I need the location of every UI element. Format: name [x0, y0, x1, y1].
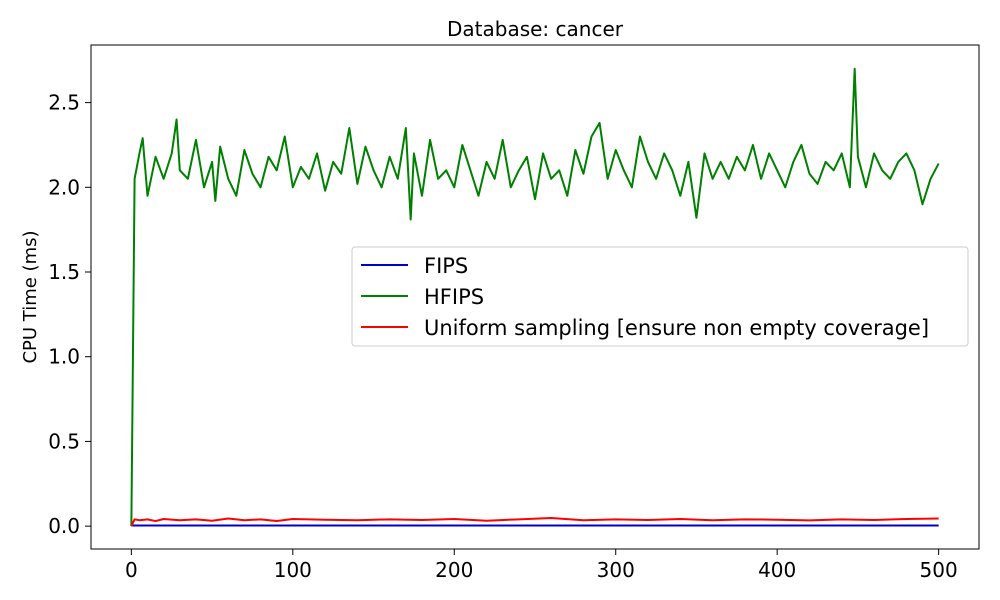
y-tick-label: 1.5: [48, 260, 80, 284]
chart-title: Database: cancer: [447, 17, 624, 41]
axes-frame: [90, 44, 980, 550]
y-tick-label: 1.0: [48, 345, 80, 369]
x-tick-label: 300: [597, 558, 635, 582]
x-tick-label: 100: [274, 558, 312, 582]
y-tick-label: 2.0: [48, 175, 80, 199]
x-tick-label: 200: [435, 558, 473, 582]
legend-box: [351, 246, 969, 347]
x-tick-label: 400: [758, 558, 796, 582]
legend-label: FIPS: [424, 254, 468, 278]
y-tick-label: 0.5: [48, 429, 80, 453]
x-tick-label: 500: [920, 558, 958, 582]
y-tick-label: 0.0: [48, 514, 80, 538]
series-line-uniform-sampling-ensure-non-empty-coverage: [130, 517, 939, 527]
y-axis-label: CPU Time (ms): [20, 230, 41, 363]
x-tick-label: 0: [125, 558, 138, 582]
legend: FIPS HFIPS Uniform sampling [ensure non em…: [351, 246, 969, 347]
legend-label: HFIPS: [424, 285, 484, 309]
series-line-hfips: [130, 67, 940, 527]
y-tick-label: 2.5: [48, 91, 80, 115]
plot-area: 0 100 200 300 400 500 0.0 0.5 1.0 1.5 2.0 2.5: [48, 44, 980, 582]
legend-label: Uniform sampling [ensure non empty cover…: [424, 316, 929, 340]
